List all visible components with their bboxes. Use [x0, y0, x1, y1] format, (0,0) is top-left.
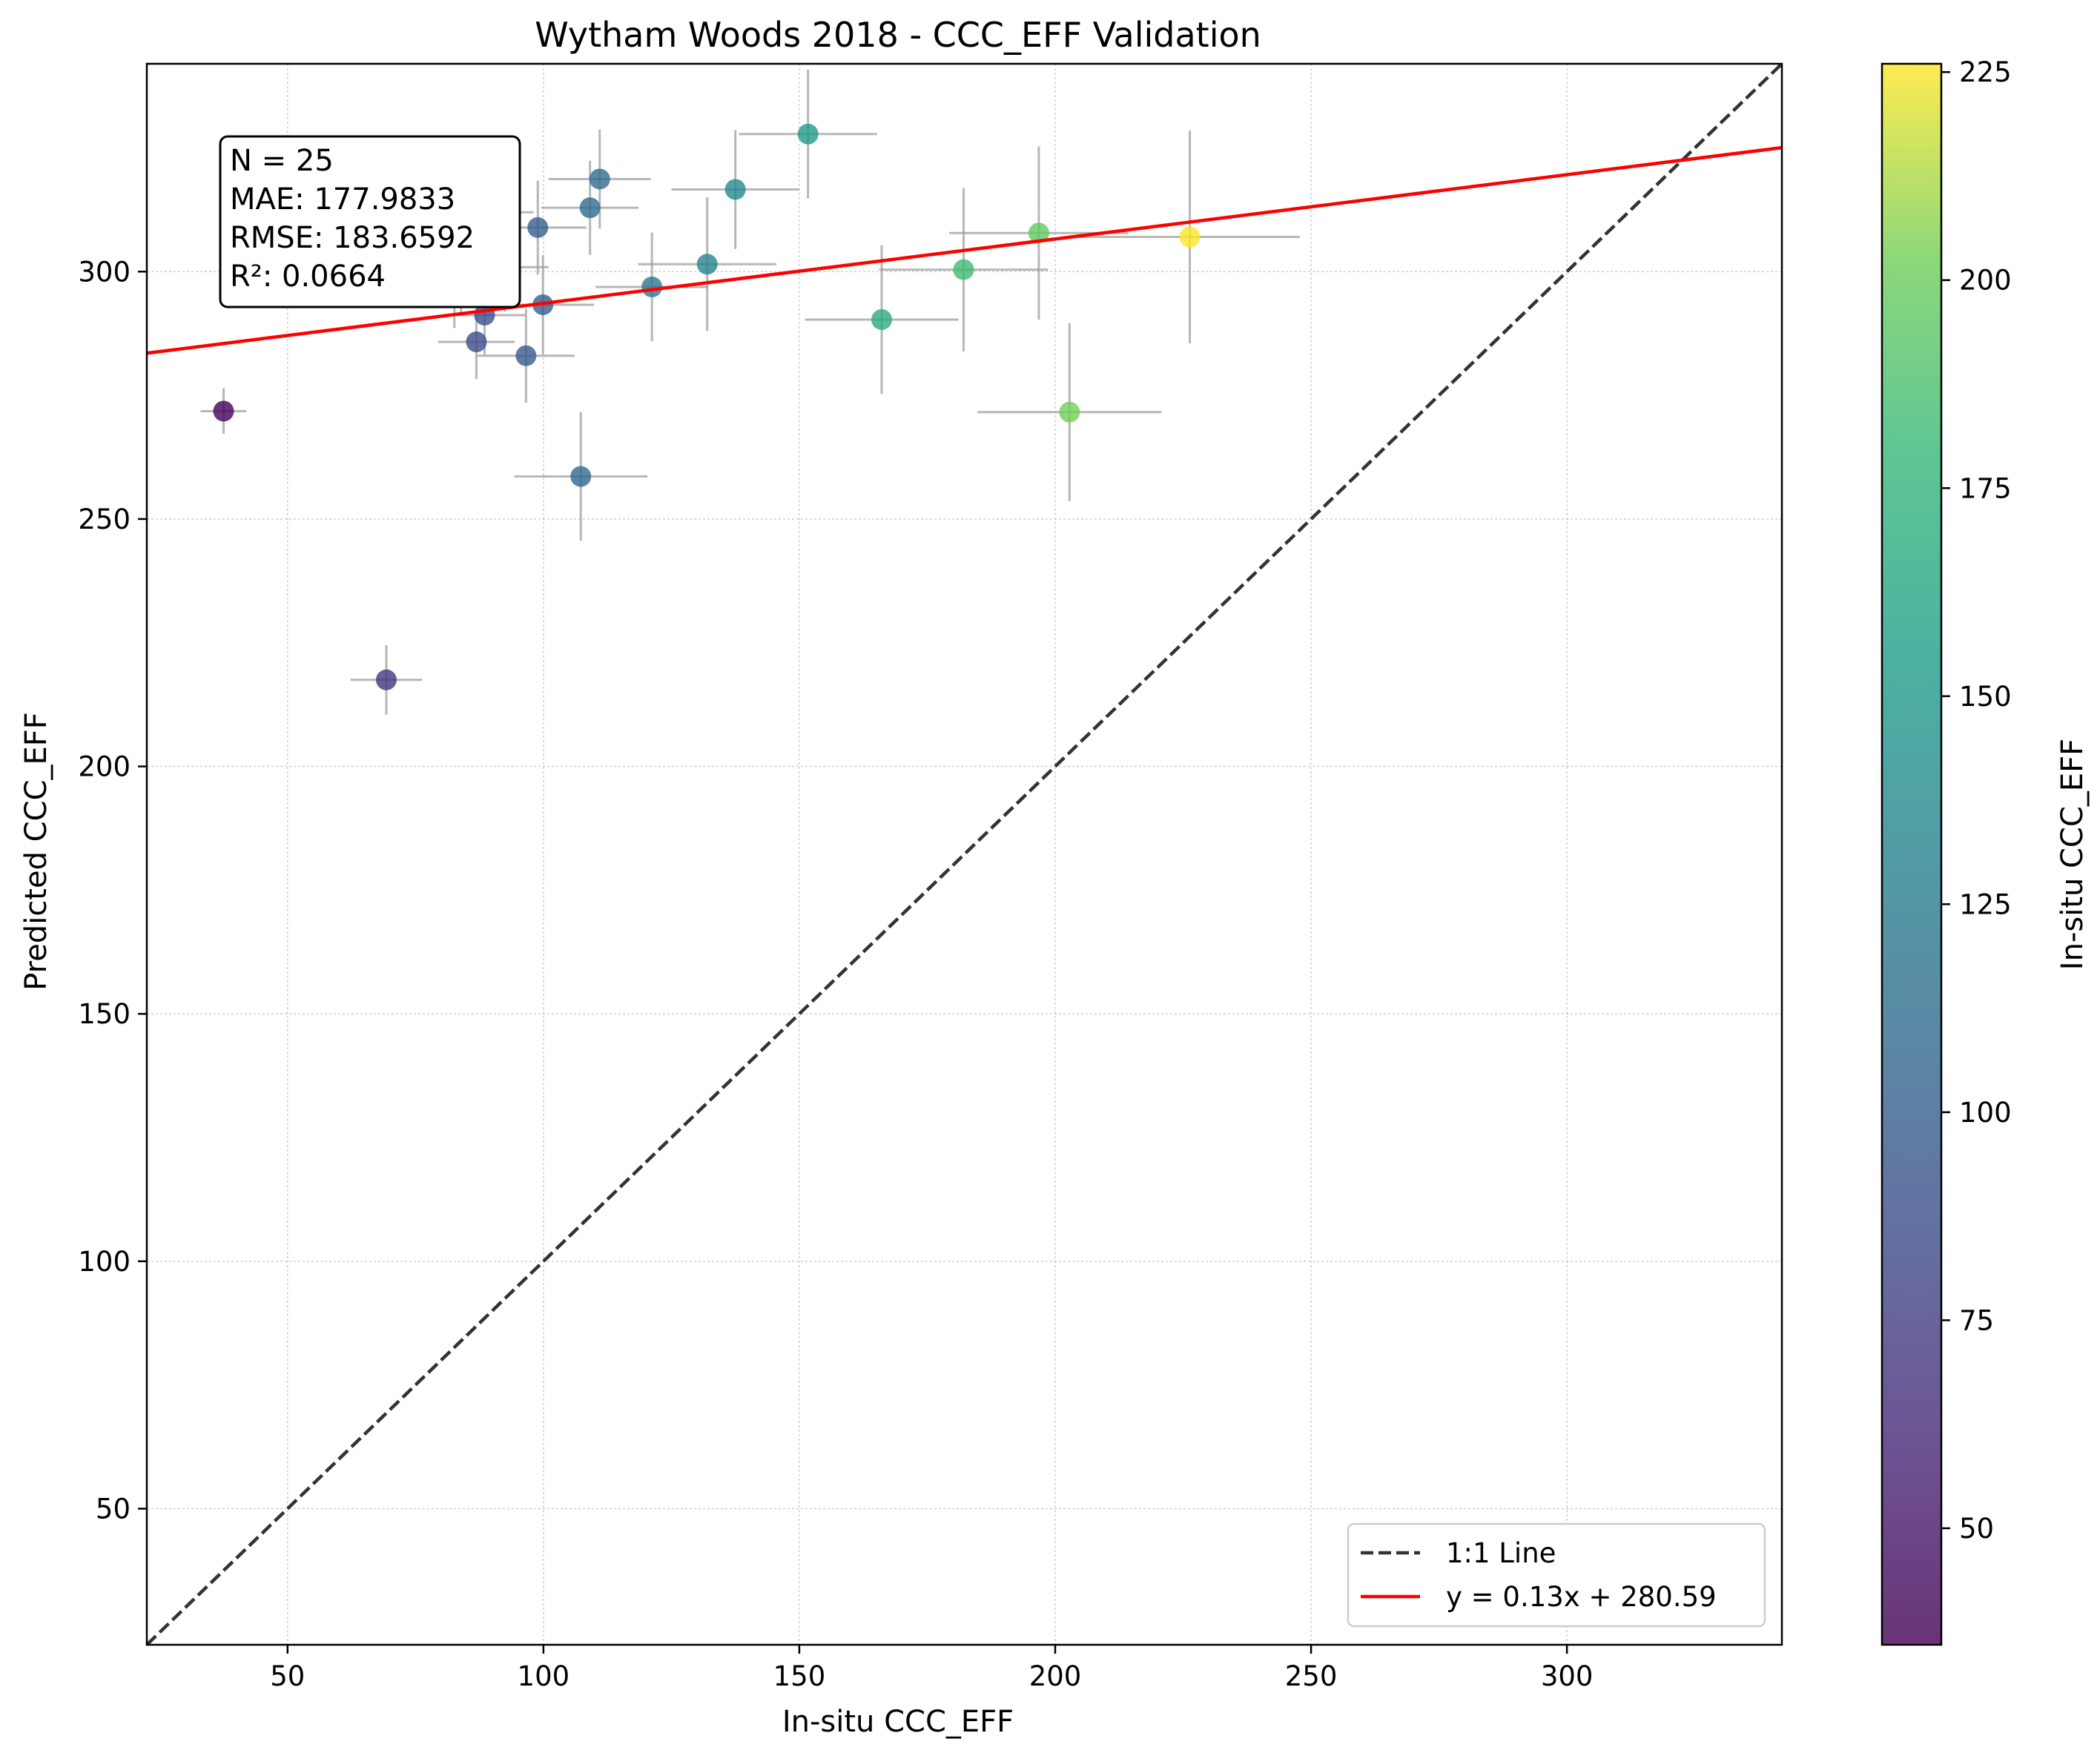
data-point [570, 466, 592, 487]
data-point [696, 254, 718, 275]
x-tick-label: 50 [270, 1660, 305, 1692]
data-point [953, 259, 974, 280]
legend-label-one-to-one: 1:1 Line [1446, 1537, 1556, 1569]
data-point [375, 669, 397, 690]
y-axis-ticks: 50 100 150 200 250 300 [78, 256, 147, 1525]
stats-r2: R²: 0.0664 [230, 260, 386, 294]
plot-frame [145, 62, 1783, 1646]
stats-n: N = 25 [230, 144, 334, 178]
x-tick-label: 250 [1285, 1660, 1338, 1692]
colorbar-tick-label: 100 [1959, 1097, 2012, 1129]
chart-title: Wytham Woods 2018 - CCC_EFF Validation [535, 15, 1261, 55]
x-axis-ticks: 50 100 150 200 250 300 [270, 1645, 1593, 1692]
y-tick-label: 100 [78, 1246, 131, 1278]
y-tick-label: 250 [78, 504, 131, 535]
stats-mae: MAE: 177.9833 [230, 182, 455, 217]
colorbar-tick-label: 175 [1959, 472, 2012, 504]
colorbar-tick-label: 150 [1959, 681, 2012, 713]
data-point [466, 331, 487, 353]
data-point [589, 168, 610, 190]
y-tick-label: 150 [78, 998, 131, 1030]
data-point [797, 123, 819, 145]
data-point [515, 345, 537, 366]
grid [147, 64, 1782, 1645]
colorbar-tick-label: 225 [1959, 56, 2012, 88]
y-tick-label: 200 [78, 751, 131, 783]
regression-line [146, 145, 1783, 355]
x-axis-label: In-situ CCC_EFF [782, 1705, 1014, 1739]
colorbar-tick-label: 200 [1959, 265, 2012, 297]
y-axis-label: Predicted CCC_EFF [19, 712, 53, 991]
one-to-one-line [145, 62, 1783, 1646]
x-tick-label: 100 [518, 1660, 570, 1692]
data-point [871, 308, 893, 330]
x-tick-label: 150 [773, 1660, 826, 1692]
stats-box-frame [219, 135, 521, 308]
legend-frame [1347, 1522, 1766, 1628]
stats-box: N = 25 MAE: 177.9833 RMSE: 183.6592 R²: … [219, 135, 521, 308]
y-tick-label: 300 [78, 256, 131, 288]
colorbar-tick-label: 75 [1959, 1304, 1994, 1336]
y-tick-label: 50 [96, 1493, 131, 1525]
stats-rmse: RMSE: 183.6592 [230, 221, 475, 255]
x-tick-label: 300 [1541, 1660, 1594, 1692]
colorbar: 50 75 100 125 150 175 200 225 In-situ CCC_EFF [1881, 56, 2090, 1646]
data-point [213, 400, 234, 422]
data-point [527, 217, 549, 238]
colorbar-label: In-situ CCC_EFF [2056, 739, 2090, 970]
data-point [1179, 226, 1201, 248]
legend-label-fit: y = 0.13x + 280.59 [1446, 1581, 1717, 1613]
colorbar-ticks: 50 75 100 125 150 175 200 225 [1941, 56, 2012, 1545]
data-point [1059, 401, 1080, 423]
data-point [579, 197, 601, 219]
data-point [724, 179, 746, 200]
legend: 1:1 Line y = 0.13x + 280.59 [1347, 1522, 1766, 1628]
x-tick-label: 200 [1029, 1660, 1082, 1692]
data-point [1028, 222, 1049, 244]
colorbar-tick-label: 50 [1959, 1513, 1994, 1545]
data-point [641, 276, 663, 297]
colorbar-gradient [1881, 62, 1943, 1646]
colorbar-tick-label: 125 [1959, 888, 2012, 920]
